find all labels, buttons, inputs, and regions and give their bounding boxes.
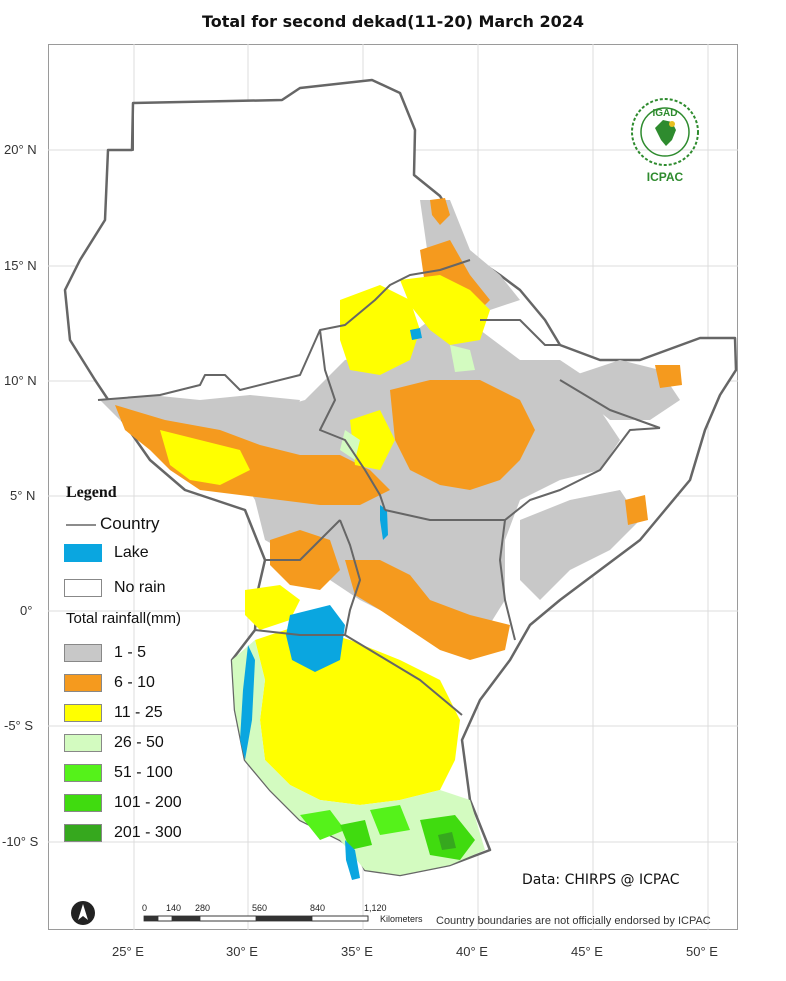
- legend-country-label: Country: [100, 514, 160, 533]
- legend-class-label: 1 - 5: [114, 644, 147, 661]
- legend-class-2: 6 - 10: [64, 674, 155, 692]
- class-swatch: [64, 824, 102, 842]
- lon-label-45e: 45° E: [571, 944, 603, 959]
- no-rain-swatch: [64, 579, 102, 597]
- legend-lake-label: Lake: [114, 544, 149, 561]
- legend-class-label: 6 - 10: [114, 674, 155, 691]
- lakes: [240, 328, 422, 880]
- legend-class-label: 11 - 25: [114, 704, 163, 721]
- lat-label-15n: 15° N: [4, 258, 37, 273]
- class-swatch: [64, 764, 102, 782]
- legend-class-3: 11 - 25: [64, 704, 163, 722]
- legend-class-label: 51 - 100: [114, 764, 173, 781]
- logo-top-text: IGAD: [652, 108, 678, 119]
- lon-label-25e: 25° E: [112, 944, 144, 959]
- lat-label-5s: -5° S: [4, 718, 34, 733]
- legend: Legend Country Lake No rain Total rainfa…: [64, 484, 224, 842]
- rainfall-26-50: [232, 345, 485, 875]
- rainfall-51-100: [300, 805, 410, 840]
- class-swatch: [64, 674, 102, 692]
- legend-class-label: 26 - 50: [114, 734, 164, 751]
- lake-swatch: [64, 544, 102, 562]
- legend-class-1: 1 - 5: [64, 644, 146, 662]
- north-arrow-icon: [71, 901, 95, 925]
- map-title: Total for second dekad(11-20) March 2024: [201, 12, 585, 31]
- lat-label-10n: 10° N: [4, 373, 37, 388]
- lon-label-50e: 50° E: [686, 944, 718, 959]
- legend-country: Country: [64, 514, 160, 534]
- data-credit: Data: CHIRPS @ ICPAC: [522, 872, 680, 888]
- lat-label-5n: 5° N: [10, 488, 36, 503]
- legend-class-label: 101 - 200: [114, 794, 182, 811]
- scale-tick-560: 560: [252, 903, 268, 913]
- lat-label-0: 0°: [20, 603, 33, 618]
- scale-tick-1120: 1,120: [364, 903, 387, 913]
- scale-tick-840: 840: [310, 903, 326, 913]
- lat-label-10s: -10° S: [2, 834, 39, 849]
- lon-label-40e: 40° E: [456, 944, 488, 959]
- country-line-icon: [66, 524, 96, 526]
- rainfall-11-25: [160, 275, 490, 805]
- lake-victoria: [286, 605, 345, 672]
- class-swatch: [64, 734, 102, 752]
- legend-class-5: 51 - 100: [64, 764, 173, 782]
- logo-bottom-text: ICPAC: [646, 170, 684, 184]
- class-swatch: [64, 794, 102, 812]
- legend-class-4: 26 - 50: [64, 734, 164, 752]
- lake-turkana: [380, 505, 388, 540]
- class-swatch: [64, 644, 102, 662]
- boundary-disclaimer: Country boundaries are not officially en…: [436, 915, 711, 927]
- legend-lake: Lake: [64, 544, 149, 562]
- legend-class-7: 201 - 300: [64, 824, 182, 842]
- lake-tana: [410, 328, 422, 340]
- scale-tick-140: 140: [166, 903, 182, 913]
- icpac-logo: IGAD ICPAC: [628, 96, 702, 188]
- legend-no-rain: No rain: [64, 579, 166, 597]
- legend-class-6: 101 - 200: [64, 794, 182, 812]
- map-frame: [48, 44, 738, 930]
- class-swatch: [64, 704, 102, 722]
- legend-rainfall-title: Total rainfall(mm): [66, 610, 182, 627]
- scale-tick-280: 280: [195, 903, 211, 913]
- igad-emblem-icon: [631, 98, 699, 166]
- country-boundaries: [97, 103, 661, 716]
- north-arrow: [70, 900, 96, 926]
- lon-label-30e: 30° E: [226, 944, 258, 959]
- lake-malawi: [345, 840, 360, 880]
- scale-tick-0: 0: [142, 903, 148, 913]
- scale-bar: 0 140 280 560 840 1,120 Kilometers: [140, 902, 440, 928]
- rainfall-201-300: [438, 832, 456, 850]
- lake-tanganyika: [240, 645, 255, 760]
- legend-no-rain-label: No rain: [114, 579, 166, 596]
- scale-unit: Kilometers: [380, 914, 423, 924]
- legend-title: Legend: [66, 484, 117, 501]
- lon-label-35e: 35° E: [341, 944, 373, 959]
- legend-class-label: 201 - 300: [114, 824, 182, 841]
- lat-label-20n: 20° N: [4, 142, 37, 157]
- scale-bar-graphic: [143, 915, 369, 922]
